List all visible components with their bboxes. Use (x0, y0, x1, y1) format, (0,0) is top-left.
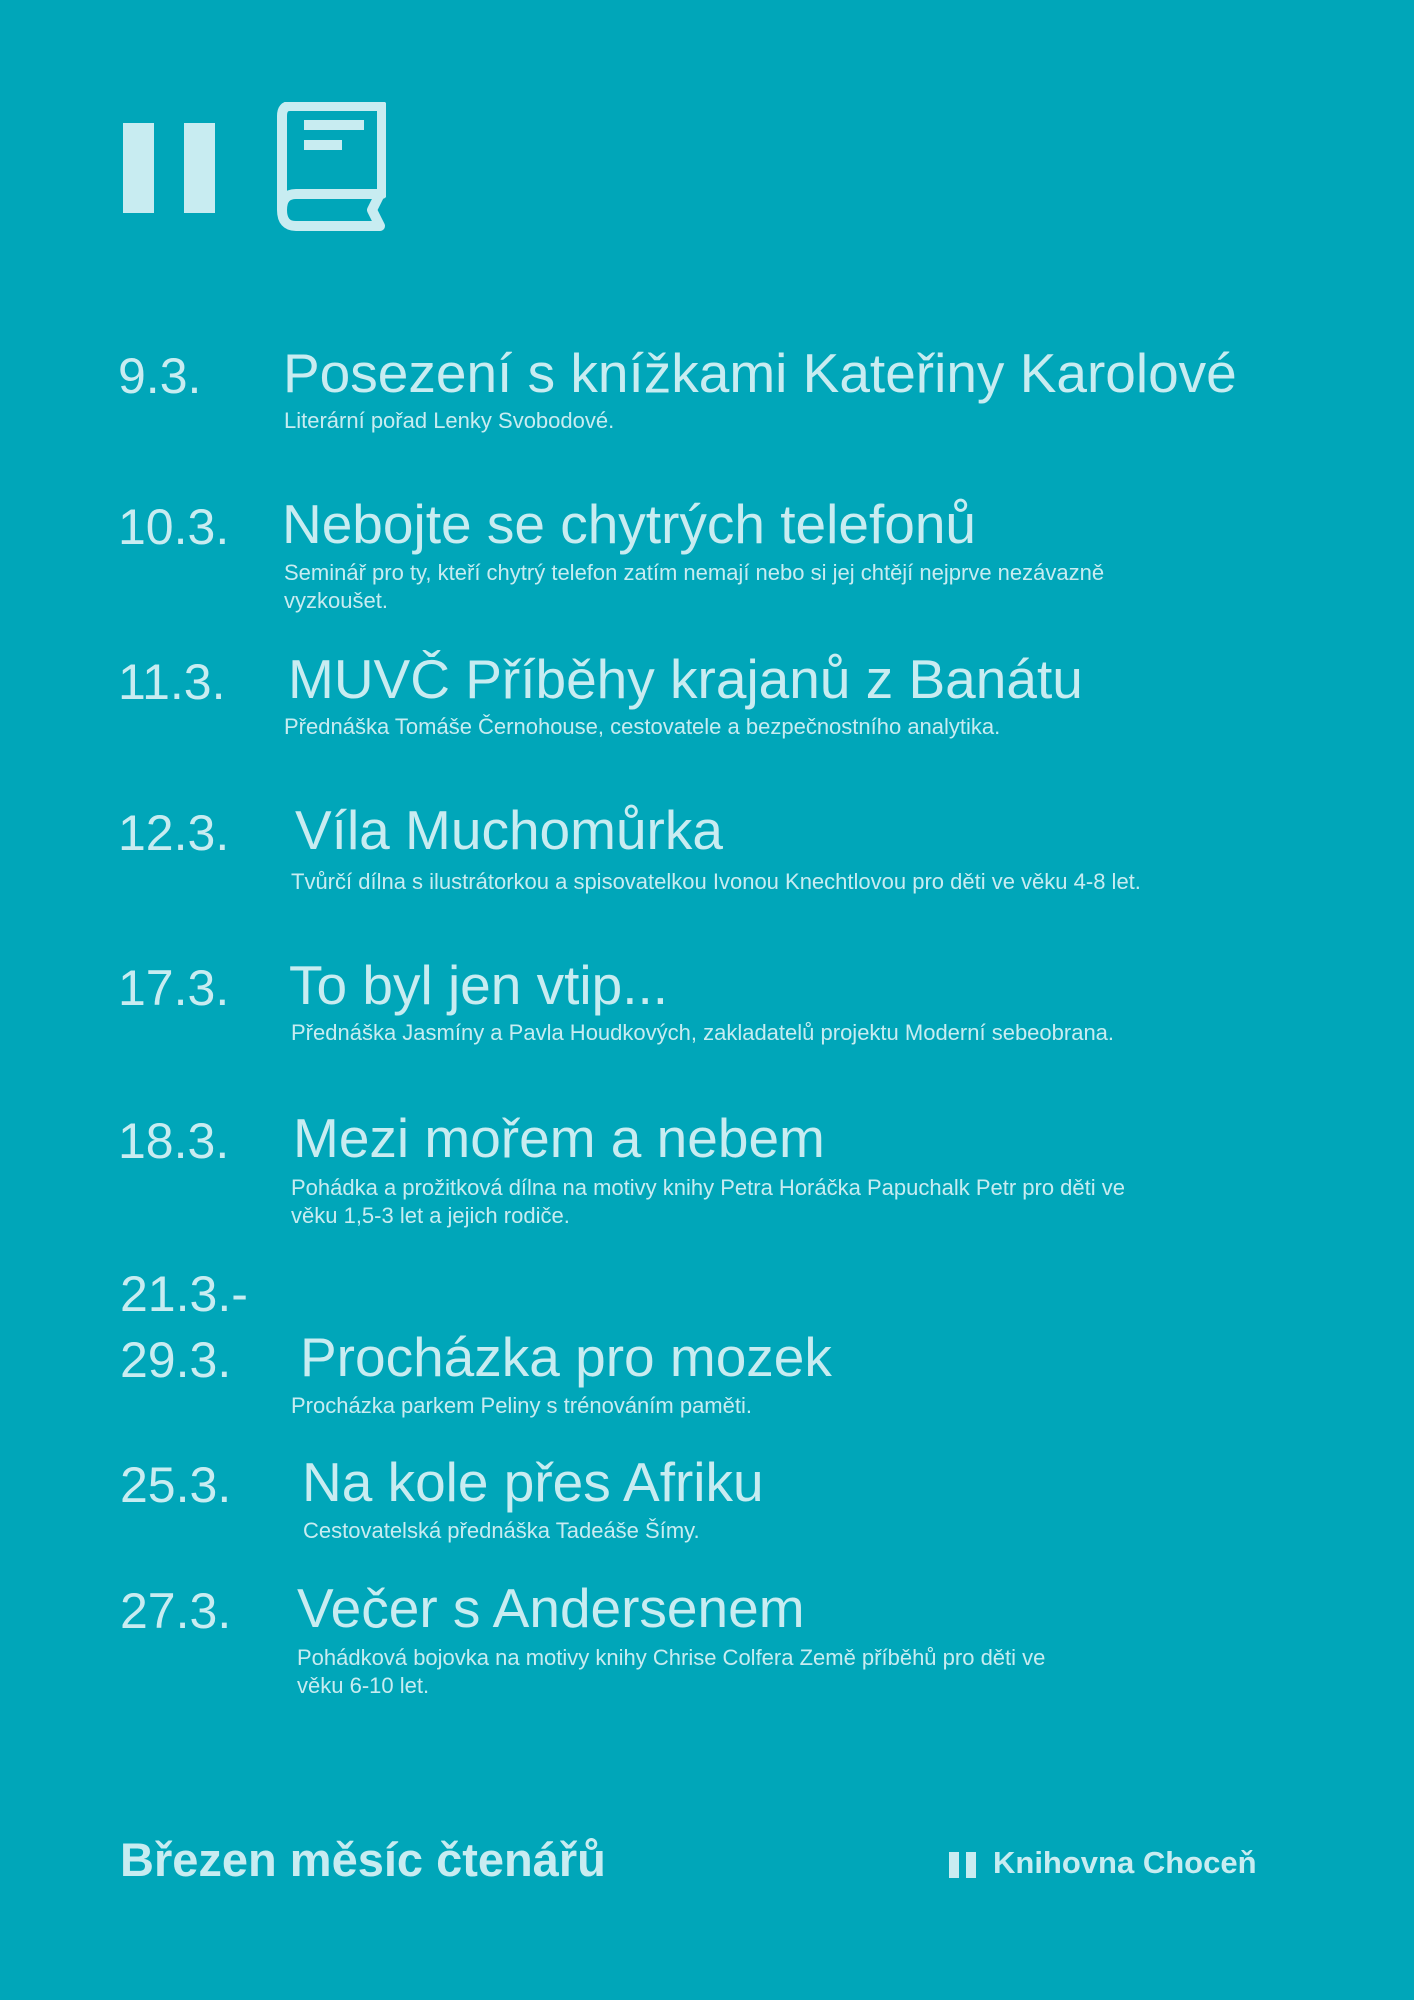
event-description: Přednáška Tomáše Černohouse, cestovatele… (284, 714, 1001, 739)
event-title: To byl jen vtip... (289, 954, 669, 1016)
event-description: Literární pořad Lenky Svobodové. (284, 408, 615, 433)
event-date: 12.3. (118, 805, 230, 861)
event-description: Cestovatelská přednáška Tadeáše Šímy. (303, 1518, 700, 1543)
event-description: Tvůrčí dílna s ilustrátorkou a spisovate… (291, 869, 1141, 894)
event-title: MUVČ Příběhy krajanů z Banátu (288, 648, 1083, 710)
event-date: 17.3. (118, 960, 230, 1016)
event-description: Seminář pro ty, kteří chytrý telefon zat… (284, 560, 1105, 613)
event-date: 25.3. (120, 1457, 232, 1513)
event-title: Večer s Andersenem (297, 1577, 805, 1639)
event-description: Pohádka a prožitková dílna na motivy kni… (291, 1175, 1126, 1228)
event-date: 10.3. (118, 499, 230, 555)
event-title: Posezení s knížkami Kateřiny Karolové (283, 342, 1237, 404)
book-icon (277, 102, 386, 231)
event-title: Procházka pro mozek (300, 1326, 832, 1388)
event-title: Na kole přes Afriku (302, 1451, 764, 1513)
event-date: 29.3. (120, 1332, 232, 1388)
event-title: Nebojte se chytrých telefonů (282, 493, 976, 555)
event-date: 9.3. (118, 348, 202, 404)
library-name: Knihovna Choceň (993, 1845, 1257, 1880)
campaign-title: Březen měsíc čtenářů (120, 1833, 606, 1886)
event-date: 27.3. (120, 1583, 232, 1639)
event-date: 11.3. (118, 654, 226, 710)
event-description: Pohádková bojovka na motivy knihy Chrise… (297, 1645, 1046, 1698)
event-title: Mezi mořem a nebem (293, 1107, 825, 1169)
event-title: Víla Muchomůrka (295, 799, 723, 861)
event-description: Procházka parkem Peliny s trénováním pam… (291, 1393, 752, 1418)
event-date: 18.3. (118, 1113, 230, 1169)
event-description: Přednáška Jasmíny a Pavla Houdkových, za… (291, 1020, 1115, 1045)
event-date-start: 21.3.- (120, 1266, 248, 1322)
